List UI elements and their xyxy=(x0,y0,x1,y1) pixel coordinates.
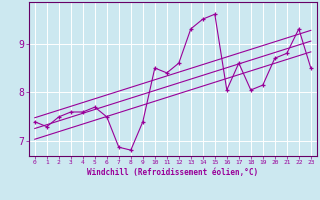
X-axis label: Windchill (Refroidissement éolien,°C): Windchill (Refroidissement éolien,°C) xyxy=(87,168,258,177)
